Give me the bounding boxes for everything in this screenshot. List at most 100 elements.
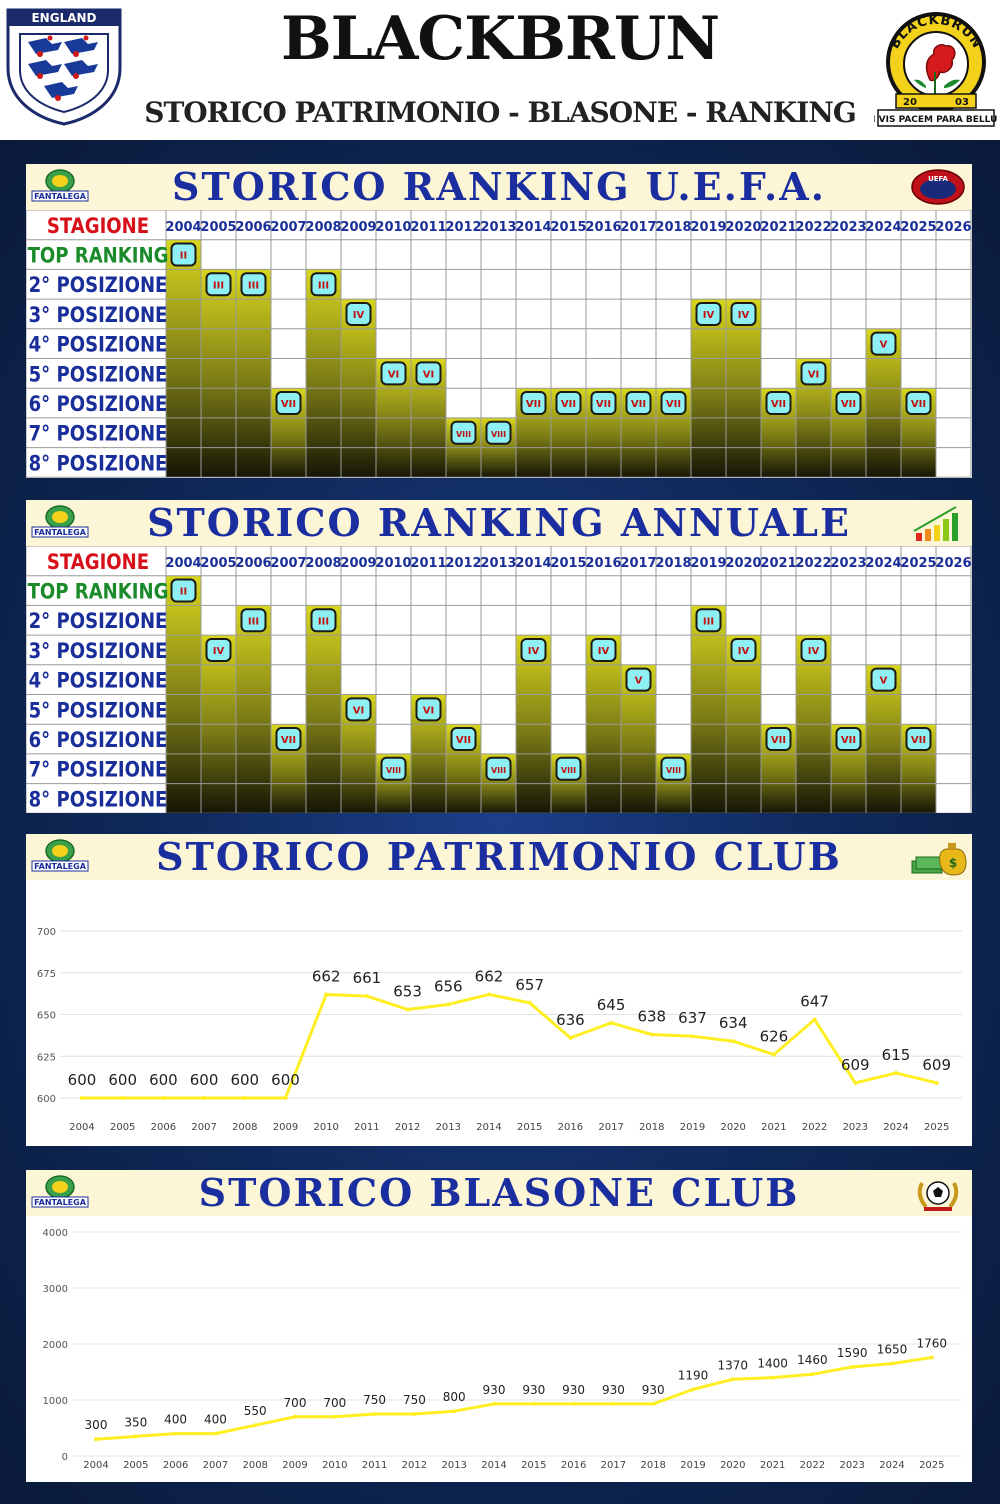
data-point bbox=[853, 1080, 858, 1085]
rank-badge-label: IV bbox=[353, 310, 365, 321]
rank-badge bbox=[310, 272, 337, 297]
x-tick-label: 2009 bbox=[273, 1122, 298, 1133]
data-point bbox=[894, 1070, 898, 1075]
row-label: 7° POSIZIONE bbox=[29, 757, 168, 782]
uefa-icon: UEFA bbox=[911, 169, 965, 205]
data-label: 657 bbox=[515, 976, 544, 994]
data-label: 600 bbox=[230, 1071, 259, 1089]
season-label: 2018 bbox=[655, 220, 691, 235]
rank-badge-label: IV bbox=[528, 646, 540, 657]
fantalega-text: FANTALEGA bbox=[34, 192, 87, 201]
x-tick-label: 2015 bbox=[521, 1460, 546, 1471]
season-label: 2021 bbox=[760, 556, 796, 571]
data-point bbox=[691, 1387, 695, 1392]
x-tick-label: 2008 bbox=[232, 1122, 257, 1133]
rank-badge bbox=[450, 727, 477, 752]
data-point bbox=[412, 1412, 417, 1416]
season-label: 2022 bbox=[795, 220, 831, 235]
rank-badge bbox=[450, 420, 477, 445]
season-label: 2004 bbox=[165, 220, 201, 235]
rank-badge-label: IV bbox=[738, 310, 750, 321]
season-label: 2007 bbox=[270, 220, 306, 235]
data-label: 1370 bbox=[718, 1358, 749, 1372]
x-tick-label: 2008 bbox=[242, 1460, 267, 1471]
y-tick-label: 650 bbox=[37, 1011, 56, 1022]
rank-badge bbox=[310, 608, 337, 633]
data-label: 636 bbox=[556, 1011, 585, 1029]
data-label: 638 bbox=[637, 1008, 666, 1026]
season-label: 2005 bbox=[200, 220, 236, 235]
data-point bbox=[364, 994, 369, 999]
rank-badge-label: VIII bbox=[491, 430, 506, 439]
season-label: 2025 bbox=[900, 556, 936, 571]
x-tick-label: 2024 bbox=[883, 1122, 908, 1133]
rank-badge bbox=[170, 578, 197, 603]
x-tick-label: 2019 bbox=[680, 1460, 705, 1471]
season-label: 2014 bbox=[515, 556, 551, 571]
row-label: STAGIONE bbox=[47, 214, 149, 239]
data-point bbox=[929, 1355, 934, 1360]
rank-badge-label: III bbox=[703, 616, 714, 627]
rank-badge-label: IV bbox=[738, 646, 750, 657]
x-tick-label: 2025 bbox=[924, 1122, 949, 1133]
rank-badge bbox=[835, 391, 862, 416]
row-label: TOP RANKING bbox=[28, 579, 169, 604]
data-label: 653 bbox=[393, 982, 422, 1000]
season-label: 2023 bbox=[830, 220, 866, 235]
row-label: 5° POSIZIONE bbox=[29, 362, 168, 387]
rank-badge bbox=[380, 361, 407, 386]
data-label: 750 bbox=[363, 1393, 386, 1407]
rank-badge-label: VII bbox=[666, 399, 681, 410]
season-label: 2026 bbox=[935, 220, 971, 235]
club-badge-year-left: 20 bbox=[903, 97, 917, 108]
data-label: 700 bbox=[284, 1396, 307, 1410]
season-label: 2007 bbox=[270, 556, 306, 571]
rank-badge bbox=[660, 391, 687, 416]
rank-badge bbox=[380, 756, 407, 781]
x-tick-label: 2004 bbox=[83, 1460, 108, 1471]
data-point bbox=[690, 1034, 695, 1039]
data-label: 615 bbox=[882, 1046, 911, 1064]
season-label: 2023 bbox=[830, 556, 866, 571]
data-label: 609 bbox=[922, 1056, 951, 1074]
club-badge-motto: SI VIS PACEM PARA BELLUM bbox=[874, 115, 998, 125]
data-label: 1190 bbox=[678, 1368, 709, 1382]
data-point bbox=[405, 1007, 410, 1012]
x-tick-label: 2021 bbox=[760, 1460, 785, 1471]
data-label: 600 bbox=[271, 1071, 300, 1089]
x-tick-label: 2017 bbox=[598, 1122, 623, 1133]
rank-bar bbox=[691, 605, 726, 814]
season-label: 2010 bbox=[375, 220, 411, 235]
rank-badge bbox=[485, 756, 512, 781]
data-point bbox=[324, 992, 329, 997]
data-label: 647 bbox=[800, 993, 829, 1011]
data-label: 400 bbox=[164, 1413, 187, 1427]
season-label: 2012 bbox=[445, 220, 481, 235]
x-tick-label: 2016 bbox=[561, 1460, 586, 1471]
season-label: 2006 bbox=[235, 220, 271, 235]
data-label: 400 bbox=[204, 1413, 227, 1427]
season-label: 2020 bbox=[725, 220, 761, 235]
rank-badge-label: VII bbox=[911, 399, 926, 410]
rank-badge-label: VII bbox=[561, 399, 576, 410]
x-tick-label: 2019 bbox=[680, 1122, 705, 1133]
season-label: 2019 bbox=[690, 556, 726, 571]
money-bag-icon: $ bbox=[911, 843, 967, 876]
x-tick-label: 2014 bbox=[481, 1460, 506, 1471]
rank-badge bbox=[275, 727, 302, 752]
rank-badge-label: VIII bbox=[456, 430, 471, 439]
season-label: 2016 bbox=[585, 220, 621, 235]
england-badge-text: ENGLAND bbox=[31, 11, 96, 25]
data-label: 626 bbox=[760, 1028, 789, 1046]
data-point bbox=[731, 1039, 736, 1044]
season-label: 2017 bbox=[620, 220, 656, 235]
rank-badge bbox=[870, 331, 897, 356]
data-label: 1650 bbox=[877, 1343, 908, 1357]
blasone-line-chart: 0 1000 2000 3000 4000 2004 2005 2006 2007 2008 200… bbox=[43, 1228, 962, 1471]
x-tick-label: 2007 bbox=[191, 1122, 216, 1133]
x-tick-label: 2022 bbox=[800, 1460, 825, 1471]
data-point bbox=[213, 1431, 218, 1436]
x-tick-label: 2024 bbox=[879, 1460, 904, 1471]
data-point bbox=[810, 1372, 815, 1377]
rank-badge bbox=[625, 667, 652, 692]
